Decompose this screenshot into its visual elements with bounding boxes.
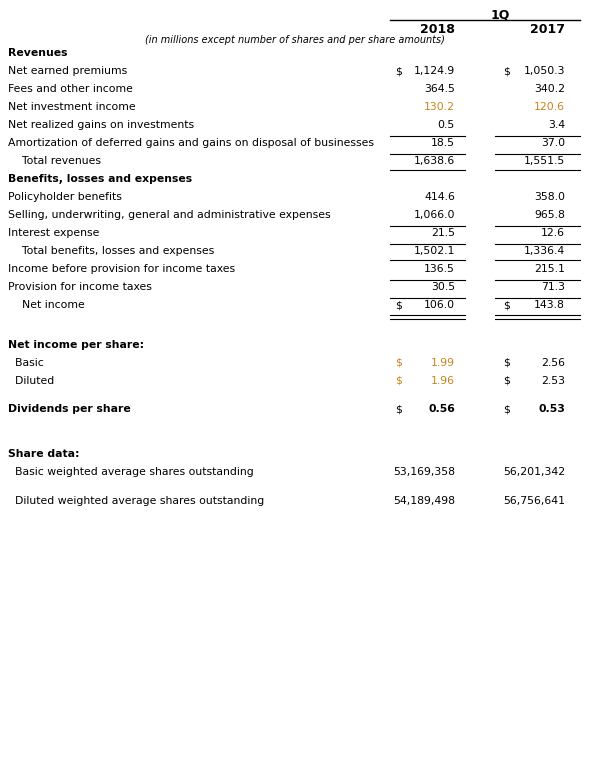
Text: 965.8: 965.8 [534,210,565,220]
Text: $: $ [395,358,402,367]
Text: 1,124.9: 1,124.9 [414,66,455,76]
Text: 1,638.6: 1,638.6 [414,156,455,166]
Text: $: $ [503,358,510,367]
Text: Benefits, losses and expenses: Benefits, losses and expenses [8,174,192,184]
Text: 2.53: 2.53 [541,376,565,386]
Text: 130.2: 130.2 [424,102,455,112]
Text: 53,169,358: 53,169,358 [393,468,455,478]
Text: 120.6: 120.6 [534,102,565,112]
Text: Income before provision for income taxes: Income before provision for income taxes [8,264,235,274]
Text: 30.5: 30.5 [431,282,455,292]
Text: Interest expense: Interest expense [8,228,99,238]
Text: 1.99: 1.99 [431,358,455,367]
Text: Net income per share:: Net income per share: [8,340,144,350]
Text: $: $ [395,300,402,310]
Text: 1Q: 1Q [490,8,510,21]
Text: 1,502.1: 1,502.1 [414,246,455,256]
Text: $: $ [395,404,402,414]
Text: Amortization of deferred gains and gains on disposal of businesses: Amortization of deferred gains and gains… [8,138,374,148]
Text: 54,189,498: 54,189,498 [393,496,455,507]
Text: Net investment income: Net investment income [8,102,136,112]
Text: 12.6: 12.6 [541,228,565,238]
Text: 136.5: 136.5 [424,264,455,274]
Text: 1,551.5: 1,551.5 [524,156,565,166]
Text: Net earned premiums: Net earned premiums [8,66,127,76]
Text: 56,756,641: 56,756,641 [503,496,565,507]
Text: 414.6: 414.6 [424,192,455,202]
Text: Dividends per share: Dividends per share [8,404,131,414]
Text: $: $ [503,66,510,76]
Text: 2018: 2018 [420,23,455,36]
Text: 106.0: 106.0 [424,300,455,310]
Text: 56,201,342: 56,201,342 [503,468,565,478]
Text: 215.1: 215.1 [534,264,565,274]
Text: 1,050.3: 1,050.3 [524,66,565,76]
Text: 21.5: 21.5 [431,228,455,238]
Text: 143.8: 143.8 [534,300,565,310]
Text: 71.3: 71.3 [541,282,565,292]
Text: Basic: Basic [8,358,44,367]
Text: $: $ [503,376,510,386]
Text: $: $ [503,404,510,414]
Text: 3.4: 3.4 [548,120,565,130]
Text: Diluted: Diluted [8,376,54,386]
Text: Share data:: Share data: [8,449,80,459]
Text: 0.5: 0.5 [438,120,455,130]
Text: Total revenues: Total revenues [8,156,101,166]
Text: 1,336.4: 1,336.4 [524,246,565,256]
Text: 2.56: 2.56 [541,358,565,367]
Text: Fees and other income: Fees and other income [8,84,133,94]
Text: Diluted weighted average shares outstanding: Diluted weighted average shares outstand… [8,496,264,507]
Text: 340.2: 340.2 [534,84,565,94]
Text: 1,066.0: 1,066.0 [414,210,455,220]
Text: 18.5: 18.5 [431,138,455,148]
Text: Net income: Net income [8,300,85,310]
Text: 0.53: 0.53 [538,404,565,414]
Text: Basic weighted average shares outstanding: Basic weighted average shares outstandin… [8,468,254,478]
Text: 2017: 2017 [530,23,565,36]
Text: Net realized gains on investments: Net realized gains on investments [8,120,194,130]
Text: (in millions except number of shares and per share amounts): (in millions except number of shares and… [144,35,445,45]
Text: $: $ [503,300,510,310]
Text: Provision for income taxes: Provision for income taxes [8,282,152,292]
Text: 37.0: 37.0 [541,138,565,148]
Text: 1.96: 1.96 [431,376,455,386]
Text: $: $ [395,66,402,76]
Text: 0.56: 0.56 [428,404,455,414]
Text: Revenues: Revenues [8,48,68,58]
Text: $: $ [395,376,402,386]
Text: Policyholder benefits: Policyholder benefits [8,192,122,202]
Text: 364.5: 364.5 [424,84,455,94]
Text: Total benefits, losses and expenses: Total benefits, losses and expenses [8,246,214,256]
Text: Selling, underwriting, general and administrative expenses: Selling, underwriting, general and admin… [8,210,331,220]
Text: 358.0: 358.0 [534,192,565,202]
